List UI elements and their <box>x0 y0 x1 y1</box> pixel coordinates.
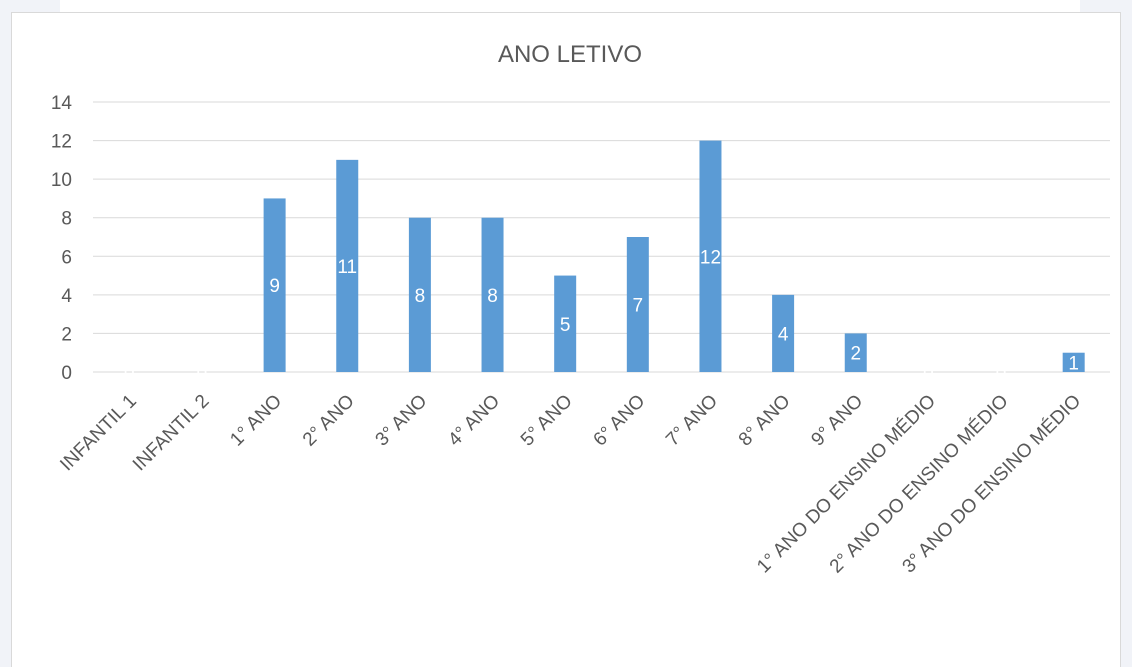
bar <box>481 217 504 372</box>
bars <box>263 140 1085 372</box>
category-label: 3° ANO <box>372 391 432 451</box>
y-tick-label: 4 <box>61 286 72 307</box>
bar <box>844 333 867 372</box>
bar <box>1062 352 1085 372</box>
data-label: 11 <box>337 257 357 278</box>
y-tick-label: 6 <box>61 247 72 268</box>
category-label: 9° ANO <box>807 391 867 451</box>
category-label: 8° ANO <box>735 391 795 451</box>
data-label: 1 <box>1068 353 1079 374</box>
data-label: 0 <box>996 363 1007 384</box>
y-tick-label: 2 <box>61 324 72 345</box>
bar <box>626 237 649 372</box>
data-label: 0 <box>124 363 135 384</box>
gridlines <box>93 101 1110 373</box>
data-label: 0 <box>923 363 934 384</box>
y-tick-label: 8 <box>61 209 72 230</box>
bar <box>336 159 359 372</box>
category-label: 7° ANO <box>662 391 722 451</box>
category-label: INFANTIL 1 <box>56 391 141 476</box>
y-tick-label: 0 <box>61 363 72 384</box>
category-label: 6° ANO <box>590 391 650 451</box>
data-label: 7 <box>633 296 644 317</box>
chart-title: ANO LETIVO <box>498 41 642 68</box>
category-label: 4° ANO <box>444 391 504 451</box>
y-tick-label: 10 <box>51 170 72 191</box>
data-label: 0 <box>197 363 208 384</box>
data-label: 4 <box>778 324 789 345</box>
category-label: 1° ANO <box>226 391 286 451</box>
data-label: 2 <box>850 344 861 365</box>
y-tick-label: 14 <box>51 93 73 114</box>
data-label: 8 <box>487 286 498 307</box>
category-label: INFANTIL 2 <box>129 391 214 476</box>
bar <box>554 275 577 372</box>
category-label: 5° ANO <box>517 391 577 451</box>
y-axis-ticks: 0 2 4 6 8 10 12 14 <box>51 93 73 384</box>
category-label: 2° ANO <box>299 391 359 451</box>
bar <box>699 140 722 372</box>
data-label: 8 <box>415 286 426 307</box>
bar <box>408 217 431 372</box>
data-label: 9 <box>269 276 280 297</box>
y-tick-label: 12 <box>51 132 72 153</box>
bar <box>263 198 286 372</box>
bar <box>772 294 795 372</box>
data-label: 12 <box>700 247 721 268</box>
data-labels: 0 0 9 11 8 8 5 7 12 4 2 0 0 1 <box>124 247 1079 384</box>
data-label: 5 <box>560 315 571 336</box>
